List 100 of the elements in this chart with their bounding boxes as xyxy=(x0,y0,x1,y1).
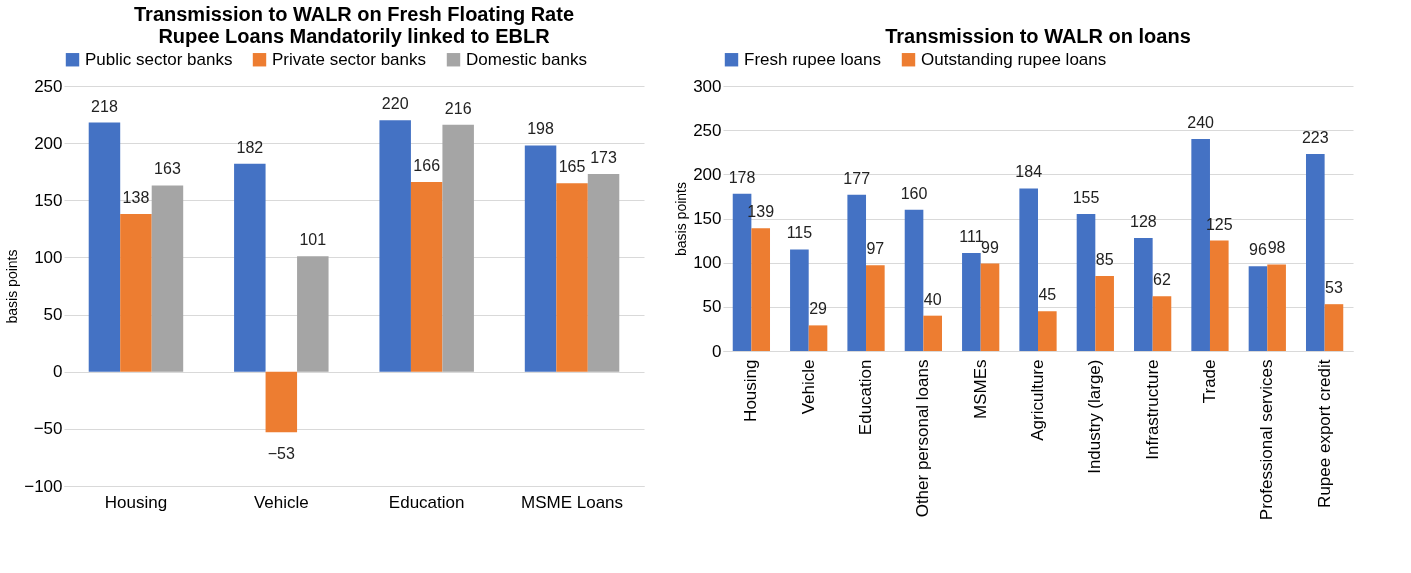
bar xyxy=(297,256,329,372)
y-tick-label: 200 xyxy=(34,133,63,153)
bar xyxy=(904,209,924,351)
legend-label: Public sector banks xyxy=(85,49,233,69)
x-tick-label: MSMEs xyxy=(970,359,990,419)
bar xyxy=(1134,237,1153,351)
data-label: 40 xyxy=(923,290,942,308)
data-label: 155 xyxy=(1072,189,1100,207)
y-tick-label: 250 xyxy=(34,76,63,96)
data-label: 166 xyxy=(413,157,441,174)
data-label: 163 xyxy=(154,160,181,178)
bar xyxy=(1019,188,1038,351)
bar xyxy=(980,263,1000,351)
bar xyxy=(866,265,885,351)
data-label: 29 xyxy=(809,300,828,318)
y-tick-label: 150 xyxy=(34,190,63,210)
bar xyxy=(234,163,266,372)
data-label: 99 xyxy=(981,238,999,256)
data-label: 184 xyxy=(1015,163,1043,181)
bar xyxy=(790,249,809,351)
bar xyxy=(1038,311,1057,351)
x-tick-label: MSME Loans xyxy=(521,492,624,512)
data-label: 128 xyxy=(1129,212,1157,230)
y-tick-label: 0 xyxy=(712,341,722,361)
bar xyxy=(524,145,557,372)
data-label: 240 xyxy=(1187,114,1215,131)
x-tick-label: Other personal loans xyxy=(913,359,933,518)
bar xyxy=(1209,240,1229,351)
legend-label: Domestic banks xyxy=(466,49,587,69)
bar xyxy=(410,182,443,372)
data-label: 138 xyxy=(122,189,150,206)
data-label: 220 xyxy=(381,95,409,113)
data-label: 53 xyxy=(1325,279,1343,297)
bar xyxy=(1305,154,1325,351)
x-tick-label: Rupee export credit xyxy=(1314,359,1334,508)
bar xyxy=(556,183,588,372)
x-tick-label: Vehicle xyxy=(798,359,818,415)
data-label: 62 xyxy=(1153,271,1171,289)
legend-label: Private sector banks xyxy=(272,49,427,69)
data-label: 96 xyxy=(1249,241,1267,259)
x-tick-label: Agriculture xyxy=(1028,359,1047,441)
bar xyxy=(962,252,981,351)
y-tick-label: 50 xyxy=(43,305,63,325)
bar xyxy=(88,122,121,372)
x-tick-label: Infrastructure xyxy=(1142,359,1162,460)
data-label: 45 xyxy=(1038,286,1057,304)
chart-title: Transmission to WALR on Fresh Floating Rate Rupee Loans Mandatorily linked to EBLR xyxy=(133,3,575,47)
data-label: 223 xyxy=(1301,129,1329,147)
x-tick-label: Housing xyxy=(104,492,168,512)
bar xyxy=(265,371,298,433)
y-tick-label: −100 xyxy=(24,476,63,496)
data-label: 216 xyxy=(444,99,472,117)
y-axis-title: basis points xyxy=(673,182,690,256)
bar xyxy=(1095,275,1114,351)
bar xyxy=(1248,266,1268,351)
y-tick-label: 300 xyxy=(693,76,722,96)
legend-label: Fresh rupee loans xyxy=(744,49,882,69)
bar xyxy=(442,124,474,372)
data-label: −53 xyxy=(267,445,295,463)
bar xyxy=(1324,304,1344,351)
y-tick-label: 150 xyxy=(693,209,722,228)
x-tick-label: Education xyxy=(856,359,876,436)
x-tick-label: Education xyxy=(388,492,465,512)
data-label: 115 xyxy=(786,224,813,242)
x-tick-label: Industry (large) xyxy=(1085,359,1105,474)
bar xyxy=(120,214,152,372)
y-tick-label: 200 xyxy=(693,164,722,184)
x-tick-label: Professional services xyxy=(1257,359,1277,521)
data-label: 98 xyxy=(1267,239,1286,257)
data-label: 178 xyxy=(728,168,756,186)
bar xyxy=(379,120,411,372)
data-label: 218 xyxy=(91,97,118,115)
data-label: 198 xyxy=(527,120,554,138)
x-tick-label: Trade xyxy=(1199,359,1219,404)
x-tick-label: Housing xyxy=(741,359,761,422)
y-tick-label: −50 xyxy=(33,419,63,439)
bar xyxy=(1267,264,1286,351)
data-label: 160 xyxy=(900,184,928,202)
bar xyxy=(808,325,828,351)
legend-label: Outstanding rupee loans xyxy=(921,49,1107,69)
y-tick-label: 0 xyxy=(53,362,63,382)
bar xyxy=(151,185,184,372)
bar xyxy=(847,194,867,351)
y-tick-label: 100 xyxy=(34,247,63,267)
data-label: 173 xyxy=(590,149,617,166)
data-label: 97 xyxy=(866,240,885,258)
data-label: 85 xyxy=(1095,250,1114,268)
bar xyxy=(587,174,620,372)
y-tick-label: 50 xyxy=(702,297,722,317)
bar xyxy=(1076,214,1096,351)
y-tick-label: 250 xyxy=(693,120,722,140)
bar xyxy=(923,315,942,351)
data-label: 101 xyxy=(299,231,327,249)
bar xyxy=(751,228,771,351)
data-label: 182 xyxy=(236,138,264,156)
bar xyxy=(1152,296,1172,351)
x-tick-label: Vehicle xyxy=(253,492,309,512)
data-label: 177 xyxy=(843,169,871,187)
data-label: 165 xyxy=(558,158,586,176)
y-tick-label: 100 xyxy=(693,253,722,273)
